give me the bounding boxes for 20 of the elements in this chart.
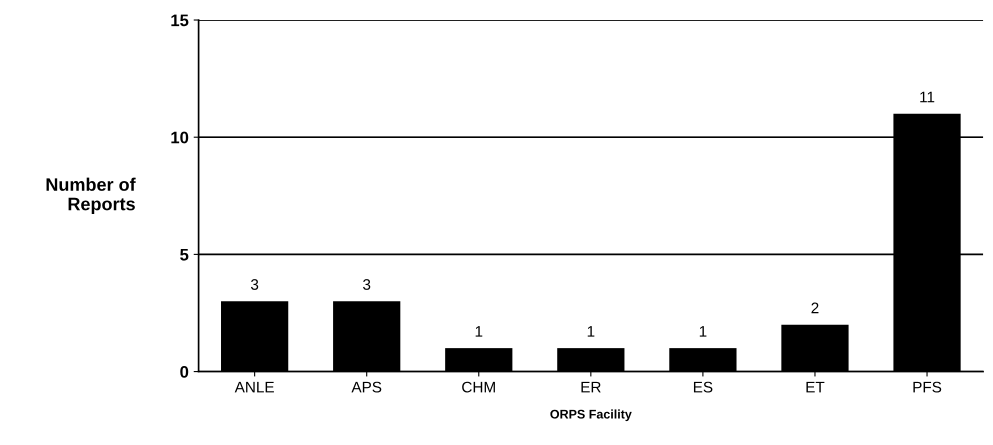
data-label: 11 bbox=[920, 92, 934, 102]
data-label: 1 bbox=[588, 326, 594, 337]
y-tick-label: 0 bbox=[180, 366, 188, 378]
data-label: 1 bbox=[476, 326, 482, 337]
x-tick-label: ANLE bbox=[234, 382, 274, 392]
x-tick-label: CHM bbox=[462, 382, 495, 393]
x-tick-label: ES bbox=[694, 382, 712, 393]
y-tick-label: 5 bbox=[180, 248, 188, 261]
x-tick-label: ET bbox=[806, 382, 824, 392]
data-label: 3 bbox=[363, 279, 370, 290]
x-tick-label: ER bbox=[581, 382, 601, 392]
y-tick-label: 15 bbox=[171, 14, 188, 26]
x-tick-label: APS bbox=[351, 382, 382, 393]
data-label: 2 bbox=[811, 302, 818, 314]
data-label: 1 bbox=[700, 326, 706, 337]
x-tick-label: PFS bbox=[913, 382, 942, 393]
y-axis-title: Number of Reports bbox=[46, 178, 136, 214]
data-label: 3 bbox=[250, 279, 258, 290]
y-tick-label: 10 bbox=[171, 132, 188, 144]
x-axis-title: ORPS Facility bbox=[550, 409, 632, 422]
